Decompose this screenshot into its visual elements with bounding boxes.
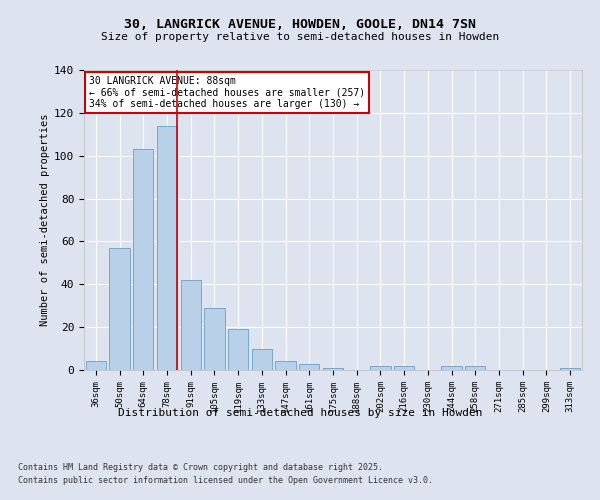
Bar — [560, 368, 580, 370]
Bar — [252, 348, 272, 370]
Bar — [299, 364, 319, 370]
Bar — [86, 362, 106, 370]
Bar — [157, 126, 177, 370]
Bar — [323, 368, 343, 370]
Bar — [205, 308, 224, 370]
Text: Size of property relative to semi-detached houses in Howden: Size of property relative to semi-detach… — [101, 32, 499, 42]
Bar — [109, 248, 130, 370]
Bar — [394, 366, 414, 370]
Bar — [228, 330, 248, 370]
Text: Contains HM Land Registry data © Crown copyright and database right 2025.: Contains HM Land Registry data © Crown c… — [18, 462, 383, 471]
Text: Contains public sector information licensed under the Open Government Licence v3: Contains public sector information licen… — [18, 476, 433, 485]
Bar — [370, 366, 391, 370]
Bar — [133, 150, 154, 370]
Text: 30, LANGRICK AVENUE, HOWDEN, GOOLE, DN14 7SN: 30, LANGRICK AVENUE, HOWDEN, GOOLE, DN14… — [124, 18, 476, 30]
Text: Distribution of semi-detached houses by size in Howden: Distribution of semi-detached houses by … — [118, 408, 482, 418]
Bar — [275, 362, 296, 370]
Y-axis label: Number of semi-detached properties: Number of semi-detached properties — [40, 114, 50, 326]
Bar — [181, 280, 201, 370]
Bar — [465, 366, 485, 370]
Bar — [442, 366, 461, 370]
Text: 30 LANGRICK AVENUE: 88sqm
← 66% of semi-detached houses are smaller (257)
34% of: 30 LANGRICK AVENUE: 88sqm ← 66% of semi-… — [89, 76, 365, 109]
